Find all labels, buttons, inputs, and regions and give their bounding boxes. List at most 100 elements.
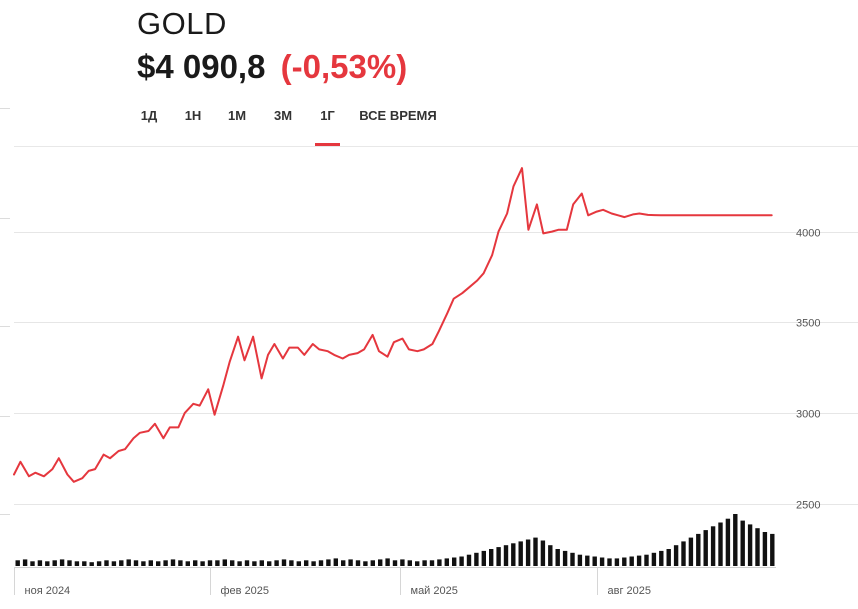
- volume-bar: [481, 550, 486, 566]
- volume-bar: [119, 560, 124, 566]
- volume-bar: [548, 545, 553, 566]
- volume-bar: [770, 533, 775, 566]
- volume-bar: [681, 541, 686, 566]
- x-tick-label: авг 2025: [608, 585, 652, 597]
- volume-bar: [474, 552, 479, 566]
- volume-bar: [518, 541, 523, 566]
- grid-layer: [14, 232, 858, 505]
- volume-bar: [45, 561, 50, 566]
- volume-bar: [230, 560, 235, 566]
- volume-bar: [733, 514, 738, 566]
- volume-bar: [252, 561, 257, 566]
- volume-bar: [392, 560, 398, 566]
- volume-bar: [126, 559, 131, 566]
- volume-bar: [363, 561, 368, 566]
- volume-bar: [533, 537, 538, 566]
- volume-bar: [666, 549, 671, 566]
- volume-bar: [259, 560, 264, 566]
- volume-bar: [37, 560, 43, 566]
- volume-bar: [437, 559, 442, 566]
- volume-bar: [555, 549, 560, 566]
- axes: 2500 3000 3500 4000 ноя 2024 фев 2025 май 2025…: [14, 228, 820, 597]
- volume-bar: [148, 560, 153, 566]
- volume-bar: [163, 560, 168, 566]
- volume-bar: [237, 561, 242, 566]
- volume-bar: [489, 549, 494, 566]
- volume-bar: [540, 540, 546, 566]
- volume-bar: [577, 554, 583, 566]
- volume-bars: [15, 514, 775, 566]
- volume-bar: [244, 560, 250, 566]
- volume-bar: [296, 561, 301, 566]
- volume-bar: [141, 561, 146, 566]
- volume-bar: [466, 554, 472, 566]
- volume-bar: [178, 560, 183, 566]
- volume-bar: [762, 532, 768, 566]
- volume-bar: [370, 560, 375, 566]
- volume-bar: [659, 550, 664, 566]
- volume-bar: [636, 555, 642, 566]
- volume-bar: [207, 560, 213, 566]
- volume-bar: [67, 560, 72, 566]
- volume-bar: [614, 558, 620, 566]
- volume-bar: [718, 522, 723, 566]
- asset-title: GOLD: [137, 6, 227, 41]
- volume-bar: [747, 524, 753, 566]
- volume-bar: [82, 561, 87, 566]
- volume-bar: [725, 518, 731, 566]
- volume-bar: [289, 560, 294, 566]
- volume-bar: [304, 560, 309, 566]
- volume-bar: [30, 561, 35, 566]
- volume-bar: [215, 560, 220, 566]
- volume-bar: [193, 560, 198, 566]
- tab-1y[interactable]: 1Г: [315, 100, 340, 146]
- volume-bar: [673, 545, 679, 566]
- volume-bar: [385, 558, 390, 566]
- volume-bar: [311, 561, 316, 566]
- y-tick-label: 4000: [796, 228, 820, 240]
- volume-bar: [562, 550, 568, 566]
- volume-bar: [200, 561, 205, 566]
- volume-bar: [52, 560, 57, 566]
- volume-bar: [281, 559, 287, 566]
- price-line-layer: [13, 167, 773, 483]
- volume-bar: [607, 558, 612, 566]
- price-row: $4 090,8 (-0,53%): [137, 48, 407, 86]
- volume-bar: [156, 561, 161, 566]
- y-tick-label: 2500: [796, 500, 820, 512]
- volume-bar: [111, 561, 117, 566]
- volume-bar: [703, 530, 708, 566]
- volume-bar: [96, 561, 102, 566]
- volume-bar: [104, 560, 109, 566]
- x-tick-label: май 2025: [411, 585, 458, 597]
- volume-bar: [333, 558, 338, 566]
- volume-bar: [400, 559, 405, 566]
- volume-bar: [696, 533, 701, 566]
- y-tick-label: 3500: [796, 318, 820, 330]
- volume-bar: [222, 559, 227, 566]
- volume-bar: [459, 556, 464, 566]
- tab-1d[interactable]: 1Д: [140, 108, 158, 123]
- volume-bar: [511, 543, 516, 566]
- tab-1m[interactable]: 1М: [227, 108, 247, 123]
- volume-bar: [326, 559, 331, 566]
- volume-bar: [185, 561, 190, 566]
- volume-bar: [15, 560, 20, 566]
- volume-bar: [355, 560, 361, 566]
- volume-bar: [133, 560, 139, 566]
- tab-1w[interactable]: 1Н: [184, 108, 202, 123]
- volume-bar: [170, 559, 176, 566]
- tab-all-time[interactable]: ВСЕ ВРЕМЯ: [359, 108, 437, 123]
- volume-bar: [415, 561, 420, 566]
- x-tick-label: ноя 2024: [25, 585, 71, 597]
- volume-bar: [422, 560, 427, 566]
- volume-bar: [348, 559, 353, 566]
- volume-bar: [341, 560, 346, 566]
- volume-bar: [599, 557, 605, 566]
- tab-3m[interactable]: 3М: [273, 108, 293, 123]
- volume-bar: [755, 528, 760, 566]
- volume-bar: [452, 557, 457, 566]
- volume-bar: [644, 554, 649, 566]
- volume-bar: [622, 557, 627, 566]
